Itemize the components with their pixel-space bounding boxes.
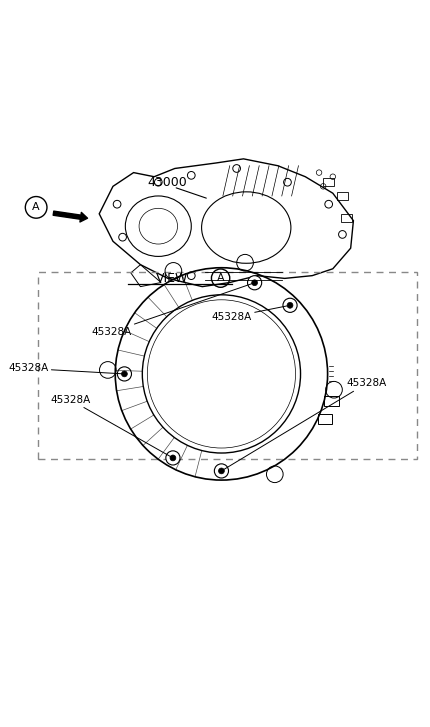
Text: 45328A: 45328A xyxy=(223,379,386,470)
Circle shape xyxy=(121,371,127,377)
Circle shape xyxy=(117,367,131,381)
Circle shape xyxy=(247,276,261,290)
Text: 45328A: 45328A xyxy=(211,306,287,322)
Text: VIEW: VIEW xyxy=(155,272,187,285)
Circle shape xyxy=(166,451,180,465)
Text: A: A xyxy=(216,273,224,283)
Circle shape xyxy=(251,280,257,286)
Circle shape xyxy=(282,298,296,313)
Circle shape xyxy=(169,455,175,461)
FancyArrowPatch shape xyxy=(53,211,87,222)
Text: 45328A: 45328A xyxy=(50,395,170,457)
Text: 45328A: 45328A xyxy=(92,284,252,337)
Text: 45328A: 45328A xyxy=(8,364,121,374)
Circle shape xyxy=(218,468,224,474)
Circle shape xyxy=(286,302,292,308)
Text: 43000: 43000 xyxy=(147,176,187,189)
Text: A: A xyxy=(32,202,40,212)
Circle shape xyxy=(214,464,228,478)
